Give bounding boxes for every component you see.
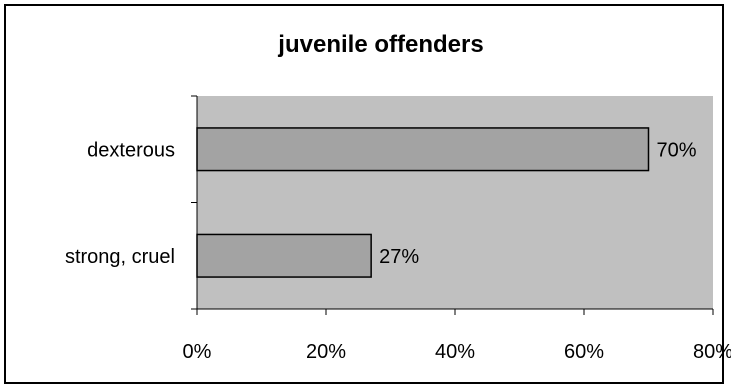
x-tick-label: 20% (306, 341, 346, 363)
category-label: strong, cruel (65, 246, 175, 268)
x-tick-label: 40% (435, 341, 475, 363)
bar-strong-cruel (196, 233, 372, 278)
x-tick-label: 60% (564, 341, 604, 363)
data-label: 27% (379, 246, 419, 268)
x-tick-label: 80% (693, 341, 731, 363)
bar-dexterous (196, 127, 650, 172)
x-tick-label: 0% (183, 341, 212, 363)
chart-title: juvenile offenders (277, 31, 483, 58)
data-label: 70% (657, 139, 697, 161)
category-label: dexterous (87, 139, 175, 161)
